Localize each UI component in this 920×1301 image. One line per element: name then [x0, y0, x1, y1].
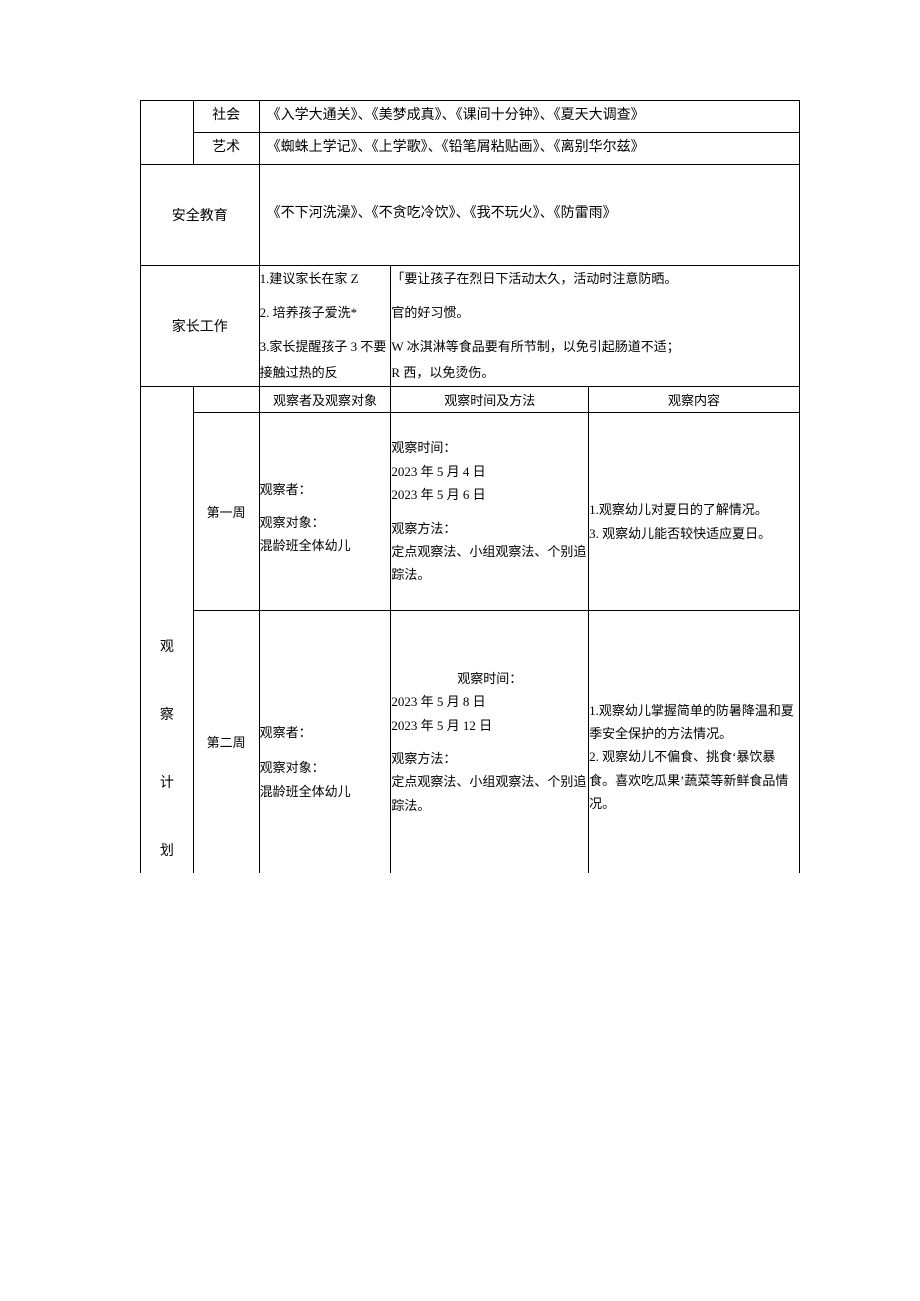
parent-left-line2: 2. 培养孩子爱洗*: [260, 300, 391, 326]
observation-side-char1: 观: [160, 627, 174, 669]
week2-content2: 2. 观察幼儿不偏食、挑食‘暴饮暴食。喜欢吃瓜果’蔬菜等新鲜食品情况。: [589, 745, 799, 815]
table-row: 第二周 观察者： 观察对象： 混龄班全体幼儿 观察时间： 2023 年 5 月 …: [141, 611, 800, 873]
week2-date2: 2023 年 5 月 12 日: [391, 714, 588, 737]
observation-side-char3: 计: [160, 763, 174, 805]
parent-left-line1: 1.建议家长在家 Z: [260, 266, 391, 292]
week1-method-label: 观察方法：: [391, 517, 588, 540]
parent-right-line2: 官的好习惯。: [391, 300, 799, 326]
safety-label: 安全教育: [141, 164, 260, 265]
week2-target-value: 混龄班全体幼儿: [260, 780, 391, 803]
week2-content1: 1.观察幼儿掌握简单的防暑降温和夏季安全保护的方法情况。: [589, 699, 799, 746]
week2-time-label: 观察时间：: [391, 667, 588, 690]
subject-art-content: 《蜘蛛上学记》、《上学歌》、《铅笔屑粘贴画》、《离别华尔兹》: [259, 132, 799, 164]
week2-date1: 2023 年 5 月 8 日: [391, 690, 588, 713]
table-row: 家长工作 1.建议家长在家 Z 2. 培养孩子爱洗* 3.家长提醒孩子 3 不要…: [141, 265, 800, 386]
week1-time-label: 观察时间：: [391, 436, 588, 459]
parent-left-line3: 3.家长提醒孩子 3 不要接触过热的反: [260, 334, 391, 386]
week2-time-cell: 观察时间： 2023 年 5 月 8 日 2023 年 5 月 12 日 观察方…: [391, 611, 589, 873]
week1-observer-cell: 观察者： 观察对象： 混龄班全体幼儿: [259, 412, 391, 611]
table-row: 安全教育 《不下河洗澡》、《不贪吃冷饮》、《我不玩火》、《防雷雨》: [141, 164, 800, 265]
observation-header-c1: 观察者及观察对象: [259, 386, 391, 412]
parent-right-line1: 「要让孩子在烈日下活动太久，活动时注意防晒。: [391, 266, 799, 292]
week1-observer-label: 观察者：: [260, 478, 391, 501]
week2-observer-label: 观察者：: [260, 721, 391, 744]
week1-label: 第一周: [193, 412, 259, 611]
observation-header-c3: 观察内容: [589, 386, 800, 412]
safety-content: 《不下河洗澡》、《不贪吃冷饮》、《我不玩火》、《防雷雨》: [259, 164, 799, 265]
week1-target-value: 混龄班全体幼儿: [260, 534, 391, 557]
observation-side-char2: 察: [160, 695, 174, 737]
subject-art-label: 艺术: [193, 132, 259, 164]
observation-header-c2: 观察时间及方法: [391, 386, 589, 412]
week2-method-label: 观察方法：: [391, 747, 588, 770]
week1-time-cell: 观察时间： 2023 年 5 月 4 日 2023 年 5 月 6 日 观察方法…: [391, 412, 589, 611]
week2-method-value: 定点观察法、小组观察法、个别追踪法。: [391, 770, 588, 817]
week1-target-label: 观察对象：: [260, 511, 391, 534]
parent-right-line3: W 冰淇淋等食品要有所节制，以免引起肠道不适；: [391, 334, 799, 360]
parent-left-cell: 1.建议家长在家 Z 2. 培养孩子爱洗* 3.家长提醒孩子 3 不要接触过热的…: [259, 265, 391, 386]
parent-right-line4: R 西，以免烫伤。: [391, 360, 799, 386]
week2-label: 第二周: [193, 611, 259, 873]
week1-method-value: 定点观察法、小组观察法、个别追踪法。: [391, 540, 588, 587]
week2-content-cell: 1.观察幼儿掌握简单的防暑降温和夏季安全保护的方法情况。 2. 观察幼儿不偏食、…: [589, 611, 800, 873]
week2-target-label: 观察对象：: [260, 756, 391, 779]
main-table: 社会 《入学大通关》、《美梦成真》、《课间十分钟》、《夏天大调查》 艺术 《蜘蛛…: [140, 100, 800, 873]
week1-content2: 3. 观察幼儿能否较快适应夏日。: [589, 522, 799, 545]
observation-side-char4: 划: [160, 831, 174, 873]
table-row: 第一周 观察者： 观察对象： 混龄班全体幼儿 观察时间： 2023 年 5 月 …: [141, 412, 800, 611]
subject-social-content: 《入学大通关》、《美梦成真》、《课间十分钟》、《夏天大调查》: [259, 101, 799, 133]
category-cell-blank: [141, 101, 194, 165]
table-row: 社会 《入学大通关》、《美梦成真》、《课间十分钟》、《夏天大调查》: [141, 101, 800, 133]
week1-content1: 1.观察幼儿对夏日的了解情况。: [589, 498, 799, 521]
subject-social-label: 社会: [193, 101, 259, 133]
parent-label: 家长工作: [141, 265, 260, 386]
observation-side-label: 观 察 计 划: [141, 386, 194, 873]
week1-date2: 2023 年 5 月 6 日: [391, 483, 588, 506]
table-row: 艺术 《蜘蛛上学记》、《上学歌》、《铅笔屑粘贴画》、《离别华尔兹》: [141, 132, 800, 164]
week1-content-cell: 1.观察幼儿对夏日的了解情况。 3. 观察幼儿能否较快适应夏日。: [589, 412, 800, 611]
table-row: 观 察 计 划 观察者及观察对象 观察时间及方法 观察内容: [141, 386, 800, 412]
parent-right-cell: 「要让孩子在烈日下活动太久，活动时注意防晒。 官的好习惯。 W 冰淇淋等食品要有…: [391, 265, 800, 386]
week2-observer-cell: 观察者： 观察对象： 混龄班全体幼儿: [259, 611, 391, 873]
week1-date1: 2023 年 5 月 4 日: [391, 460, 588, 483]
observation-header-blank: [193, 386, 259, 412]
document-page: 社会 《入学大通关》、《美梦成真》、《课间十分钟》、《夏天大调查》 艺术 《蜘蛛…: [0, 0, 920, 1301]
